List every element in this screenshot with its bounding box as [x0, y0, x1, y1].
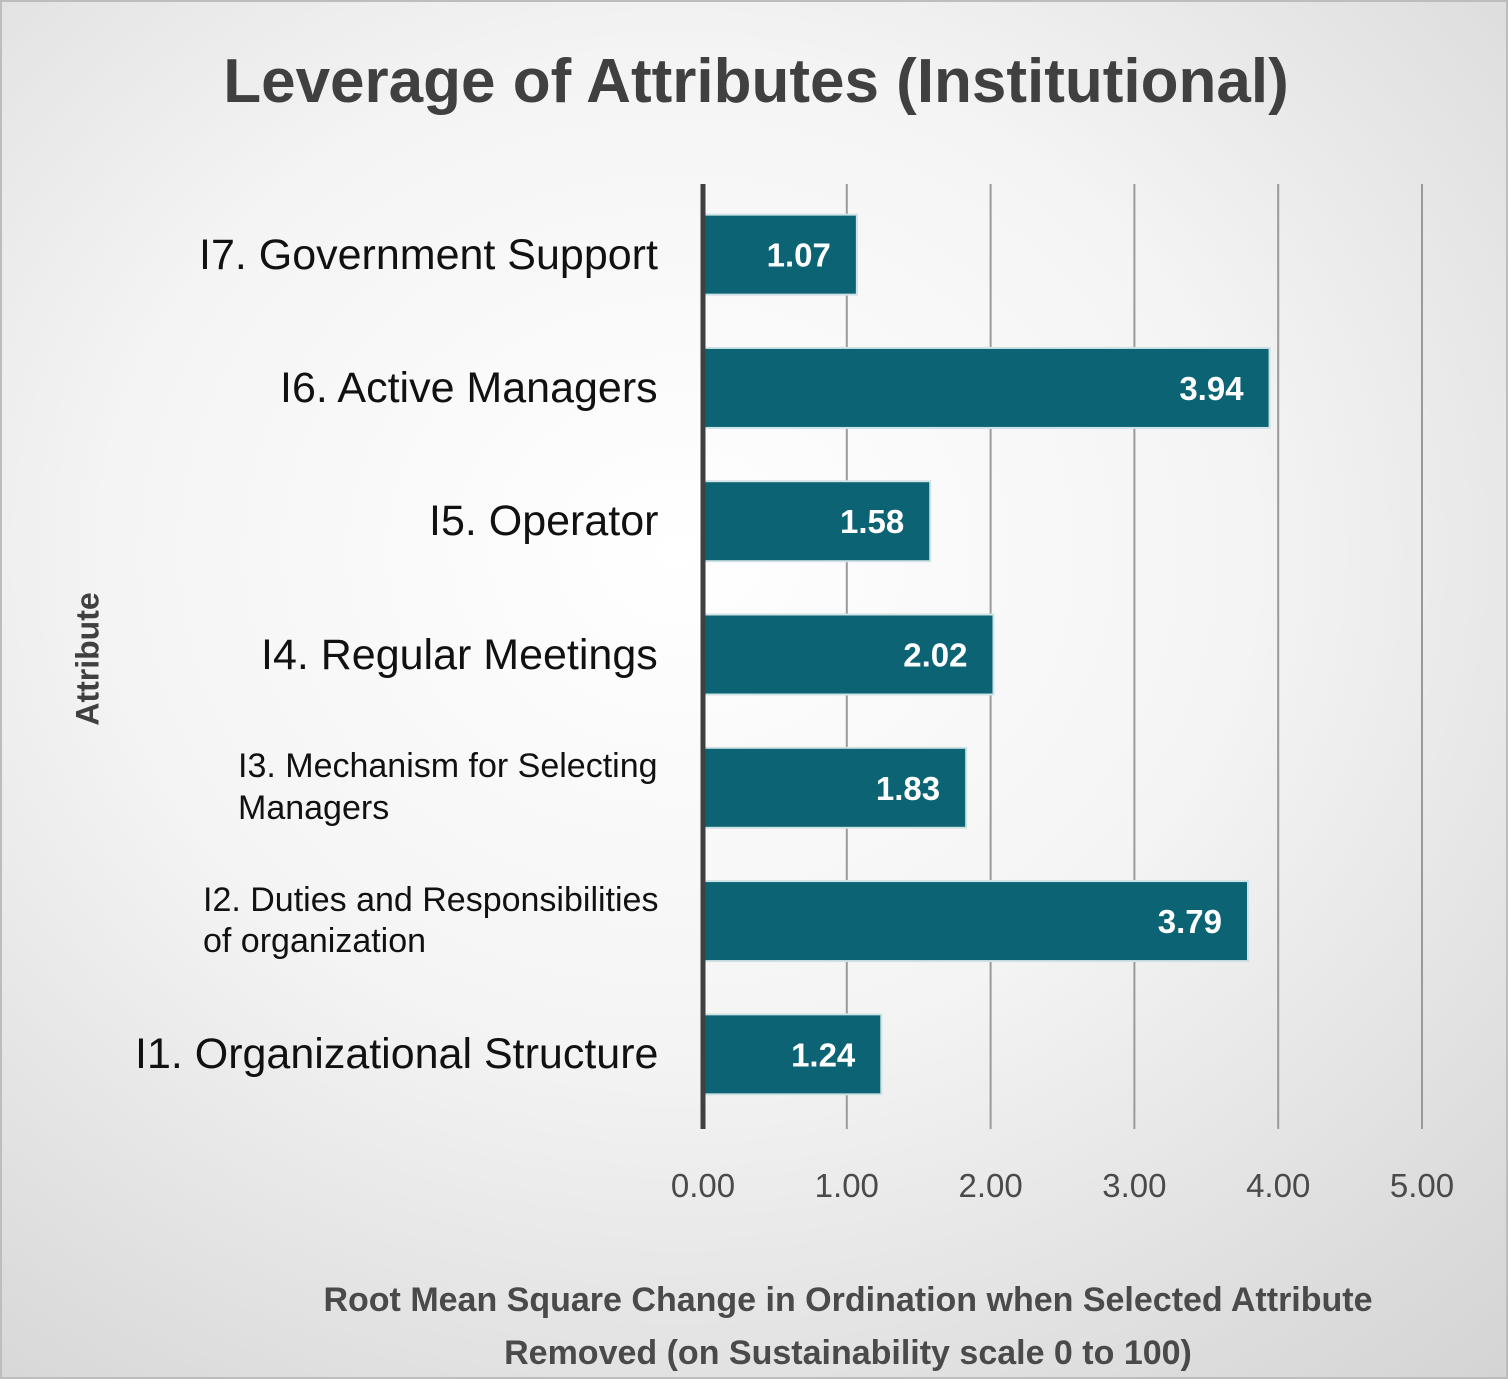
bar-value-label: 1.24 — [791, 1036, 856, 1073]
category-label-line: I5. Operator — [429, 497, 659, 546]
bar — [702, 746, 968, 829]
category-label-line: I3. Mechanism for Selecting — [238, 747, 658, 786]
bar — [702, 480, 932, 563]
bar-value-label: 3.79 — [1158, 903, 1222, 940]
category-label: I6. Active Managers — [280, 362, 658, 414]
category-label-line: I6. Active Managers — [280, 363, 658, 412]
category-label: I3. Mechanism for Selecting Managers — [238, 746, 658, 829]
category-label: I7. Government Support — [199, 229, 658, 281]
category-label: I5. Operator — [429, 495, 658, 547]
bar — [702, 213, 858, 296]
category-label-line: I1. Organizational Structure — [135, 1030, 659, 1079]
bar-value-label: 1.07 — [767, 237, 831, 274]
x-axis-title-line: Removed (on Sustainability scale 0 to 10… — [504, 1334, 1192, 1372]
bar — [702, 346, 1271, 429]
x-tick-label: 1.00 — [815, 1167, 879, 1204]
chart-title: Leverage of Attributes (Institutional) — [223, 47, 1289, 116]
category-label: I4. Regular Meetings — [261, 629, 658, 681]
x-axis-title: Root Mean Square Change in Ordination wh… — [252, 1274, 1444, 1380]
x-tick-label: 4.00 — [1246, 1167, 1310, 1204]
x-tick-label: 3.00 — [1102, 1167, 1166, 1204]
category-label-line: I4. Regular Meetings — [261, 630, 658, 679]
bar-value-label: 2.02 — [903, 637, 967, 674]
x-axis-title-line: Root Mean Square Change in Ordination wh… — [323, 1281, 1373, 1319]
bar-value-label: 1.83 — [876, 770, 940, 807]
bar — [702, 613, 995, 696]
category-label: I1. Organizational Structure — [135, 1028, 658, 1080]
x-tick-label: 2.00 — [958, 1167, 1022, 1204]
bar-value-label: 1.58 — [840, 503, 904, 540]
bar — [702, 880, 1250, 963]
category-label-line: Managers — [238, 788, 390, 827]
bar-value-label: 3.94 — [1179, 370, 1244, 407]
x-tick-label: 5.00 — [1390, 1167, 1454, 1204]
category-label-line: I7. Government Support — [199, 230, 658, 279]
category-label-line: of organization — [203, 922, 427, 961]
category-label-line: I2. Duties and Responsibilities — [203, 880, 659, 919]
category-label: I2. Duties and Responsibilities of organi… — [203, 880, 658, 963]
x-tick-label: 0.00 — [671, 1167, 735, 1204]
